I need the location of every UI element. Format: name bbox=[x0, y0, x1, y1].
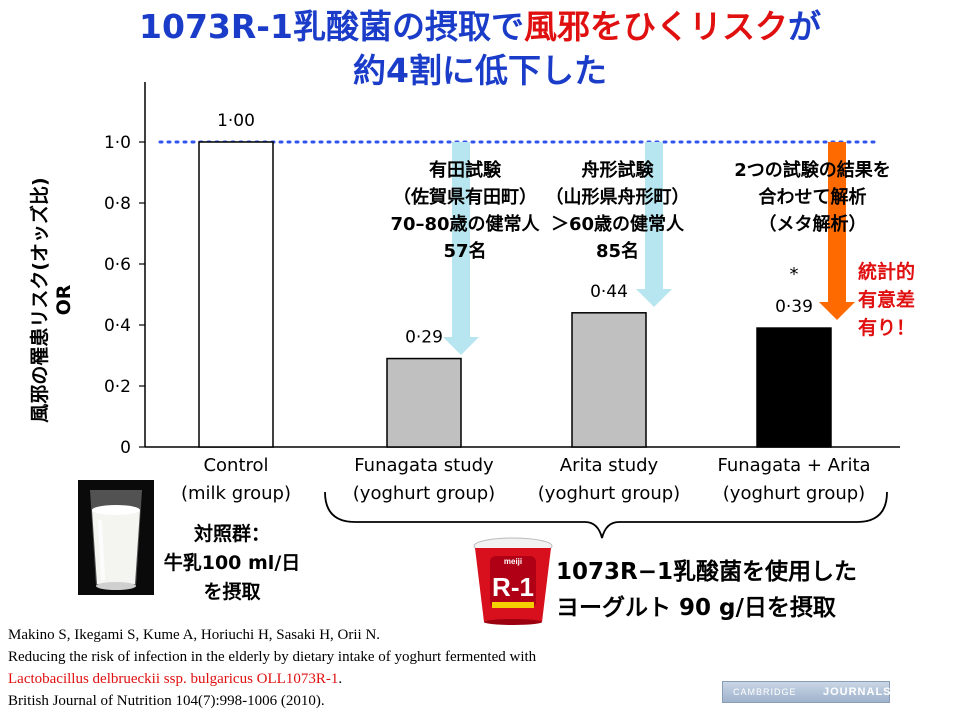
value-label-2: 0·44 bbox=[590, 282, 628, 302]
significance-asterisk: * bbox=[790, 264, 799, 285]
yogurt-brand: meiji bbox=[504, 557, 522, 566]
reference-journal: British Journal of Nutrition 104(7):998-… bbox=[8, 693, 325, 709]
cambridge-journals-logo: CAMBRIDGE JOURNALS bbox=[722, 681, 892, 703]
category-label-line2: (yoghurt group) bbox=[352, 483, 496, 504]
y-axis-label-wrap: 風邪の罹患リスク(オッズ比) OR bbox=[22, 150, 82, 450]
category-label-line1: Arita study bbox=[559, 455, 659, 476]
category-label-2: Arita study (yoghurt group) bbox=[509, 452, 709, 508]
arrow-funagata bbox=[636, 142, 672, 307]
arrow-meta bbox=[819, 142, 855, 320]
funagata-annotation-line: ＞60歳の健常人 bbox=[550, 214, 685, 235]
value-label-1: 0·29 bbox=[405, 328, 443, 348]
funagata-annotation-line: 85名 bbox=[595, 241, 640, 262]
journal-badge-part1: CAMBRIDGE bbox=[733, 687, 797, 697]
meta-annotation: 2つの試験の結果を 合わせて解析 （メタ解析） bbox=[700, 157, 925, 238]
category-label-line2: (yoghurt group) bbox=[537, 483, 681, 504]
control-group-text: 対照群： 牛乳100 ml/日 を摂取 bbox=[162, 520, 302, 607]
bar-1 bbox=[386, 357, 462, 448]
category-label-line1: Funagata study bbox=[354, 455, 494, 476]
arita-annotation-line: （佐賀県有田町） bbox=[393, 187, 537, 208]
y-tick-label: 1·0 bbox=[104, 133, 131, 153]
arita-annotation-line: 57名 bbox=[443, 241, 487, 262]
title-red-part: 風邪をひくリスク bbox=[523, 7, 788, 46]
yoghurt-brace bbox=[324, 491, 888, 539]
category-label-line2: (yoghurt group) bbox=[722, 483, 866, 504]
funagata-annotation-line: （山形県舟形町） bbox=[545, 187, 690, 208]
y-axis-label-line2: OR bbox=[53, 284, 75, 316]
y-tick-label: 0 bbox=[120, 438, 131, 458]
bar-3 bbox=[756, 327, 832, 448]
value-label-0: 1·00 bbox=[217, 111, 255, 131]
bar-0 bbox=[198, 141, 274, 448]
journal-badge-part2: JOURNALS bbox=[823, 686, 892, 698]
arita-annotation: 有田試験 （佐賀県有田町） 70–80歳の健常人 57名 bbox=[340, 157, 590, 265]
category-label-3: Funagata + Arita (yoghurt group) bbox=[694, 452, 894, 508]
yogurt-logo: R-1 bbox=[492, 572, 534, 602]
y-axis-label: 風邪の罹患リスク(オッズ比) OR bbox=[28, 177, 76, 422]
y-tick-label: 0·8 bbox=[104, 194, 131, 214]
slide-title-line1: 1073R-1乳酸菌の摂取で風邪をひくリスクが bbox=[0, 6, 960, 48]
bar-2 bbox=[571, 312, 647, 448]
significance-line: 有意差 bbox=[858, 289, 916, 311]
control-group-line: 対照群： bbox=[193, 523, 270, 545]
yoghurt-group-line: ヨーグルト 90 g/日を摂取 bbox=[556, 595, 836, 621]
reference-citation: Makino S, Ikegami S, Kume A, Horiuchi H,… bbox=[8, 624, 728, 712]
funagata-annotation-line: 舟形試験 bbox=[581, 160, 654, 181]
category-label-line1: Funagata + Arita bbox=[717, 455, 871, 476]
significance-line: 有り！ bbox=[858, 317, 916, 339]
control-group-line: 牛乳100 ml/日 bbox=[163, 552, 301, 574]
title-blue-part-2: が bbox=[787, 7, 821, 46]
control-group-line: を摂取 bbox=[203, 581, 261, 603]
category-label-0: Control (milk group) bbox=[136, 452, 336, 508]
title-blue-part: 1073R-1乳酸菌の摂取で bbox=[139, 7, 524, 46]
category-label-1: Funagata study (yoghurt group) bbox=[324, 452, 524, 508]
funagata-annotation: 舟形試験 （山形県舟形町） ＞60歳の健常人 85名 bbox=[505, 157, 730, 265]
y-tick-label: 0·2 bbox=[104, 377, 131, 397]
yogurt-cup-image: meiji R-1 bbox=[472, 536, 554, 626]
reference-title: Reducing the risk of infection in the el… bbox=[8, 649, 537, 665]
category-label-line2: (milk group) bbox=[180, 483, 291, 504]
yoghurt-group-text: 1073R−1乳酸菌を使用した ヨーグルト 90 g/日を摂取 bbox=[556, 554, 936, 626]
milk-glass-image bbox=[78, 480, 154, 595]
meta-annotation-line: 2つの試験の結果を bbox=[734, 160, 891, 181]
significance-note: 統計的 有意差 有り！ bbox=[858, 258, 958, 342]
value-label-3: 0·39 bbox=[775, 297, 813, 317]
reference-organism: Lactobacillus delbrueckii ssp. bulgaricu… bbox=[8, 671, 339, 687]
reference-organism-line: Lactobacillus delbrueckii ssp. bulgaricu… bbox=[8, 671, 343, 687]
y-tick-label: 0·6 bbox=[104, 255, 131, 275]
yoghurt-group-line: 1073R−1乳酸菌を使用した bbox=[556, 559, 857, 585]
arrow-arita bbox=[443, 142, 479, 355]
y-axis-label-line1: 風邪の罹患リスク(オッズ比) bbox=[29, 177, 51, 423]
category-label-line1: Control bbox=[203, 455, 269, 476]
significance-line: 統計的 bbox=[858, 261, 916, 283]
reference-authors: Makino S, Ikegami S, Kume A, Horiuchi H,… bbox=[8, 627, 381, 643]
arita-annotation-line: 70–80歳の健常人 bbox=[390, 214, 540, 235]
slide-title-line2: 約4割に低下した bbox=[353, 51, 607, 90]
meta-annotation-line: 合わせて解析 bbox=[758, 187, 867, 208]
y-tick-label: 0·4 bbox=[104, 316, 131, 336]
arita-annotation-line: 有田試験 bbox=[429, 160, 501, 181]
meta-annotation-line: （メタ解析） bbox=[758, 214, 867, 235]
